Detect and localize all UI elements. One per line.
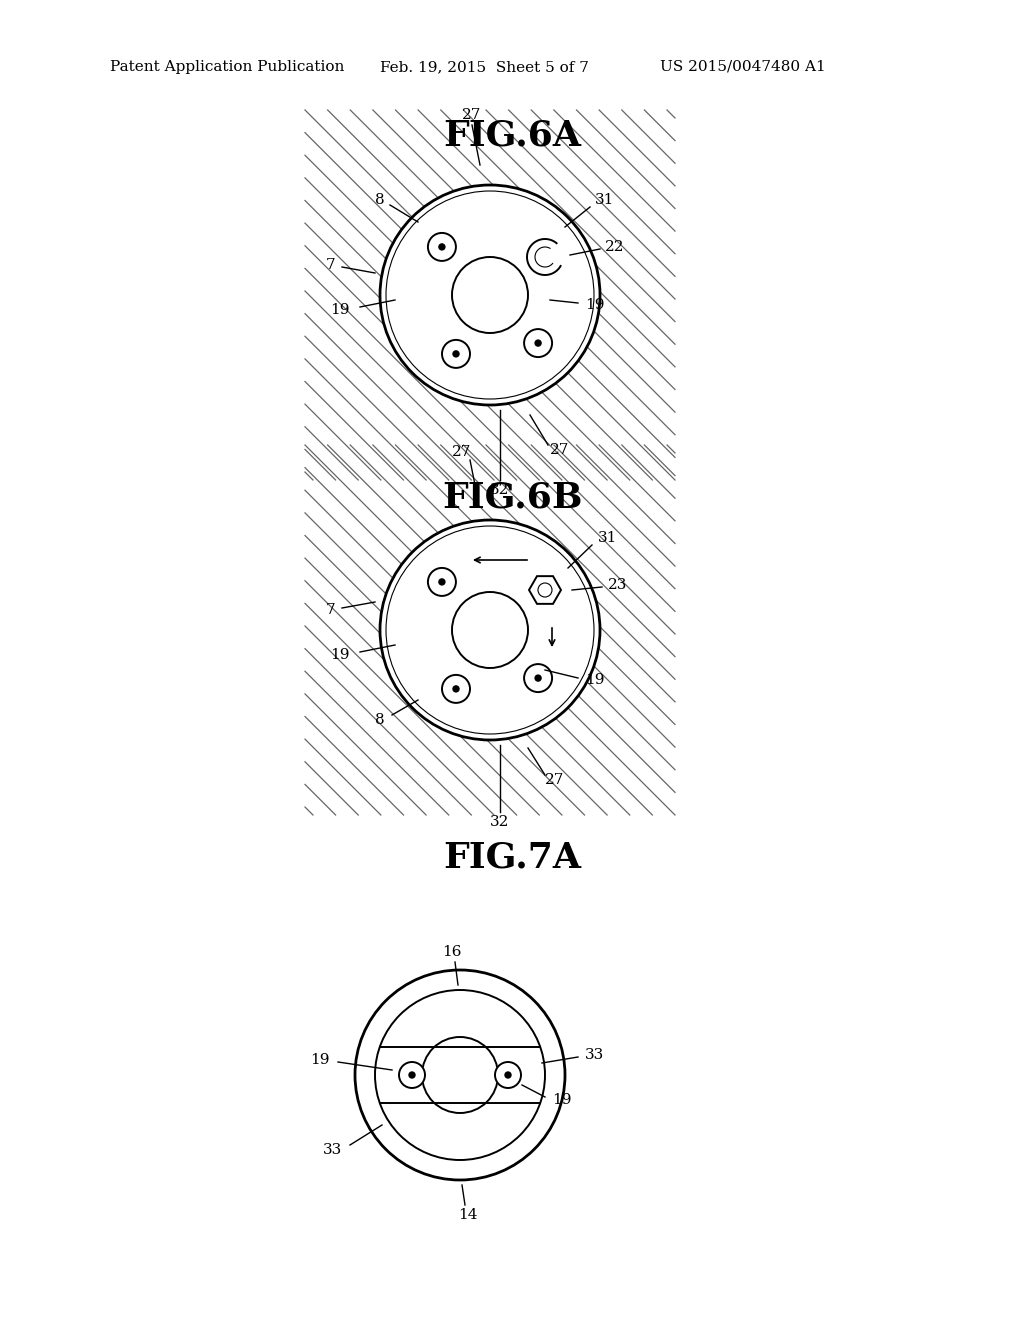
Text: Patent Application Publication: Patent Application Publication: [110, 59, 344, 74]
Circle shape: [375, 990, 545, 1160]
Circle shape: [380, 520, 600, 741]
Text: 33: 33: [323, 1143, 342, 1158]
Circle shape: [495, 1063, 521, 1088]
Text: 32: 32: [490, 814, 510, 829]
Text: 7: 7: [326, 257, 335, 272]
Text: FIG.6B: FIG.6B: [441, 480, 583, 513]
Text: 19: 19: [585, 298, 604, 312]
Text: 19: 19: [585, 673, 604, 686]
Circle shape: [536, 675, 541, 681]
Text: 16: 16: [442, 945, 462, 960]
Text: 27: 27: [550, 444, 569, 457]
Text: 27: 27: [453, 445, 472, 459]
Circle shape: [439, 579, 444, 585]
Text: 31: 31: [598, 531, 617, 545]
Circle shape: [452, 257, 528, 333]
Circle shape: [409, 1072, 415, 1078]
Circle shape: [428, 232, 456, 261]
Text: 22: 22: [605, 240, 625, 253]
Text: Feb. 19, 2015  Sheet 5 of 7: Feb. 19, 2015 Sheet 5 of 7: [380, 59, 589, 74]
Circle shape: [453, 686, 459, 692]
Text: 27: 27: [546, 774, 564, 787]
Circle shape: [439, 244, 444, 249]
Polygon shape: [529, 576, 561, 603]
Circle shape: [536, 341, 541, 346]
Text: 7: 7: [326, 603, 335, 616]
Circle shape: [453, 351, 459, 356]
Text: 32: 32: [490, 483, 510, 498]
Text: US 2015/0047480 A1: US 2015/0047480 A1: [660, 59, 825, 74]
Text: 23: 23: [608, 578, 628, 591]
Circle shape: [442, 675, 470, 702]
Text: 27: 27: [462, 108, 481, 121]
Circle shape: [399, 1063, 425, 1088]
Text: FIG.7A: FIG.7A: [443, 840, 581, 874]
Text: 31: 31: [595, 193, 614, 207]
Circle shape: [452, 591, 528, 668]
Text: 33: 33: [585, 1048, 604, 1063]
Circle shape: [505, 1072, 511, 1078]
Text: 19: 19: [331, 304, 350, 317]
Text: 8: 8: [376, 193, 385, 207]
Circle shape: [422, 1038, 498, 1113]
Circle shape: [355, 970, 565, 1180]
Circle shape: [428, 568, 456, 595]
Text: 19: 19: [552, 1093, 571, 1107]
Text: 14: 14: [459, 1208, 478, 1222]
Text: 19: 19: [310, 1053, 330, 1067]
Text: 8: 8: [376, 713, 385, 727]
Circle shape: [524, 664, 552, 692]
Circle shape: [380, 185, 600, 405]
Circle shape: [524, 329, 552, 358]
Circle shape: [538, 583, 552, 597]
Text: FIG.6A: FIG.6A: [443, 117, 581, 152]
Circle shape: [442, 339, 470, 368]
Text: 19: 19: [331, 648, 350, 663]
